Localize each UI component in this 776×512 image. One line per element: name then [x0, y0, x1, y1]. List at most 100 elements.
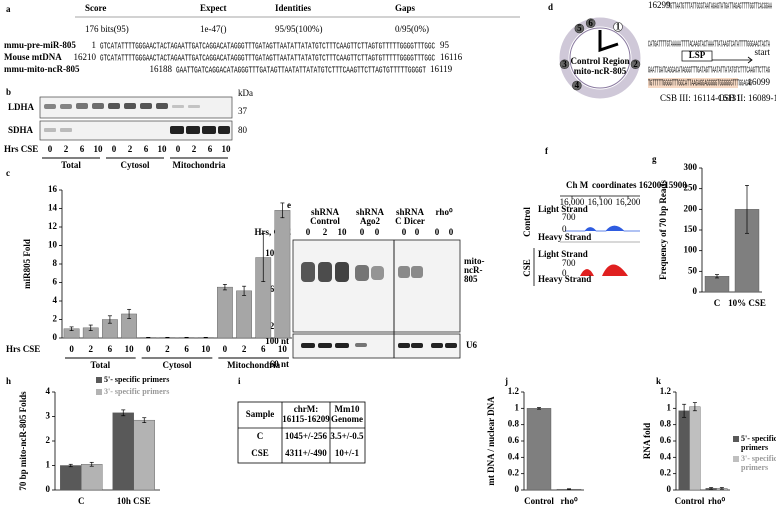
- x-tick-label: rho⁰: [560, 496, 578, 506]
- mito-genome: [559, 17, 641, 99]
- lane-label: 0: [176, 144, 181, 154]
- panel-label: f: [545, 146, 549, 156]
- y-label: miR805 Fold: [22, 239, 32, 289]
- error-bar: [242, 285, 247, 296]
- bar: [678, 410, 690, 491]
- error-bar: [127, 308, 132, 319]
- sequence: GTCATATTTTGGGAACTACTAGAATTGATCAGGACATAGG…: [100, 41, 435, 51]
- target: ncR-: [464, 265, 483, 275]
- lane-label: 10: [158, 144, 168, 154]
- scale: 0: [562, 268, 567, 278]
- y-tick-label: 0.2: [508, 468, 520, 478]
- number: 4: [575, 80, 580, 90]
- group-label: shRNA: [396, 207, 425, 217]
- marker: [572, 80, 582, 91]
- lane-label: 2: [64, 144, 69, 154]
- x-tick-label: 10h CSE: [117, 496, 151, 506]
- size: 37: [238, 106, 248, 116]
- panel-label: a: [6, 4, 11, 14]
- y-tick-label: 2: [53, 314, 58, 324]
- sequence: CATGATTTTGTAAAAATTTTACAAGTACTAAATTATAAGT…: [648, 39, 770, 49]
- x-tick-label: 10: [201, 344, 211, 354]
- sequence: GTCATATTTTGGGAACTACTAGAATTGATCAGGACATAGG…: [100, 53, 435, 63]
- lane-label: 0: [375, 227, 380, 237]
- group-label: Total: [90, 360, 110, 370]
- cell: 4311+/-490: [285, 448, 327, 458]
- lane-label: 0: [306, 227, 311, 237]
- y-tick-label: 0.6: [660, 435, 672, 445]
- blot-bands: [301, 262, 457, 348]
- lane-label: 6: [208, 144, 213, 154]
- y-tick-label: 12: [48, 221, 58, 231]
- x-tick-label: 16,200: [616, 197, 641, 207]
- coords: coordinates 16200-15900: [592, 180, 687, 190]
- y-tick-label: 0.8: [508, 419, 520, 429]
- stat: 0/95(0%): [395, 24, 429, 34]
- position: 16299: [648, 0, 671, 10]
- arrow: [712, 56, 753, 64]
- panel-label: g: [652, 154, 657, 164]
- stat: 95/95(100%): [275, 24, 323, 34]
- sequence: TGTTTTTGGGGTTTGGCATTAAGAGGAGGGGGTGGGGGGT…: [648, 78, 752, 88]
- group-label: Control: [310, 216, 340, 226]
- bar: [704, 276, 730, 293]
- cell: 10+/-1: [335, 448, 360, 458]
- row-name: Mouse mtDNA: [4, 52, 62, 62]
- target: 805: [464, 274, 478, 284]
- x-tick-label: 10: [278, 344, 288, 354]
- x-tick-label: 2: [165, 344, 170, 354]
- x-tick-label: 6: [108, 344, 113, 354]
- x-tick-label: 16,000: [560, 197, 585, 207]
- group-label: shRNA: [311, 207, 340, 217]
- bar: [81, 464, 103, 491]
- y-tick-label: 100: [684, 245, 698, 255]
- lane-label: 6: [80, 144, 85, 154]
- start-label: start: [755, 47, 771, 57]
- row-end: 16119: [430, 64, 453, 74]
- group-label: Mitochondria: [227, 360, 280, 370]
- error-bar: [692, 402, 697, 412]
- x-label: Hrs, CSE: [254, 227, 291, 237]
- lane-label: 2: [128, 144, 133, 154]
- error-bar: [89, 461, 94, 467]
- x-tick-label: C: [714, 298, 721, 308]
- mito-genome: [569, 27, 631, 89]
- x-tick-label: C: [78, 496, 85, 506]
- cell: 3.5+/-0.5: [330, 431, 364, 441]
- number: 2: [633, 59, 638, 69]
- strand: Heavy Strand: [538, 232, 591, 242]
- stat: 1e-47(): [200, 24, 227, 34]
- legend-swatch: [96, 377, 102, 383]
- unit: kDa: [238, 88, 253, 98]
- y-tick-label: 3: [46, 411, 51, 421]
- column-header: Score: [85, 3, 106, 13]
- panel-label: h: [6, 376, 11, 386]
- row-start: 16188: [150, 64, 173, 74]
- column-header: Genome: [331, 414, 363, 424]
- error-bar: [121, 409, 126, 417]
- lane-label: 2: [192, 144, 197, 154]
- legend-swatch: [733, 456, 739, 462]
- cell: 1045+/-256: [285, 431, 328, 441]
- error-bar: [142, 417, 147, 423]
- group-label: Ago2: [360, 216, 380, 226]
- condition: Control: [522, 207, 532, 237]
- panel-label: c: [6, 168, 10, 178]
- column-header: chrM:: [294, 404, 319, 414]
- y-tick-label: 10: [48, 240, 58, 250]
- highlight: [648, 78, 738, 88]
- scale: 700: [562, 212, 576, 222]
- column-header: Sample: [246, 409, 275, 419]
- lane-label: 0: [48, 144, 53, 154]
- csb-label: CSB II: 16089-16104: [718, 93, 776, 103]
- marker: [574, 23, 585, 34]
- x-tick-label: 10: [125, 344, 135, 354]
- error-bar: [719, 487, 724, 490]
- y-tick-label: 1.2: [660, 386, 672, 396]
- group-label: shRNA: [356, 207, 385, 217]
- csb-label: CSB III: 16114-16131: [660, 93, 741, 103]
- x-tick-label: 2: [89, 344, 94, 354]
- bar: [60, 465, 82, 491]
- x-tick-label: 0: [223, 344, 228, 354]
- column-header: Identities: [275, 3, 311, 13]
